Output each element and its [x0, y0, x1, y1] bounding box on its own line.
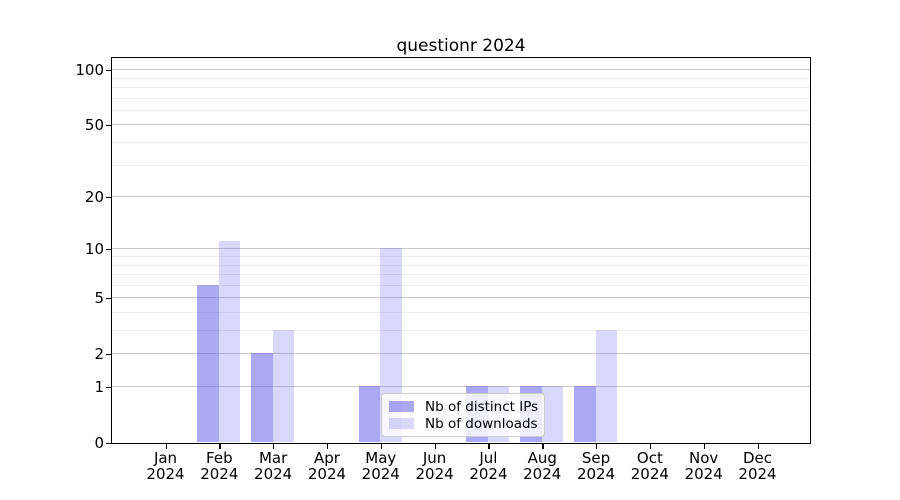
gridline-minor	[112, 330, 810, 331]
x-tick-mark	[219, 443, 221, 449]
gridline-minor	[112, 164, 810, 166]
legend: Nb of distinct IPs Nb of downloads	[381, 393, 545, 437]
y-tick-mark	[106, 124, 111, 127]
gridline-major	[112, 196, 810, 198]
bar-downloads	[541, 386, 564, 442]
legend-label-downloads: Nb of downloads	[425, 415, 538, 432]
x-tick-label: Oct 2024	[630, 448, 669, 483]
gridline-major	[112, 353, 810, 355]
x-tick-mark	[596, 443, 598, 449]
bar-distinct-ips	[251, 353, 273, 442]
x-tick-label: Jul 2024	[469, 448, 508, 483]
gridline-major	[112, 386, 810, 387]
y-tick-mark	[106, 442, 111, 444]
gridline-minor	[112, 264, 810, 266]
x-tick-label: May 2024	[361, 448, 400, 483]
gridline-major	[112, 124, 810, 126]
gridline-minor	[112, 255, 810, 257]
x-tick-label: Mar 2024	[254, 448, 293, 483]
gridline-minor	[112, 109, 810, 111]
gridline-minor	[112, 77, 810, 79]
x-tick-mark	[488, 443, 490, 449]
legend-label-distinct-ips: Nb of distinct IPs	[425, 398, 539, 415]
x-tick-mark	[380, 443, 383, 449]
x-tick-mark	[326, 443, 329, 449]
x-tick-label: Feb 2024	[200, 448, 239, 483]
gridline-minor	[112, 284, 810, 286]
y-tick-label: 20	[84, 187, 104, 206]
y-tick-mark	[106, 248, 111, 251]
y-tick-label: 5	[94, 288, 104, 307]
x-tick-mark	[542, 443, 544, 449]
x-tick-mark	[434, 443, 436, 449]
y-tick-mark	[106, 353, 111, 356]
gridline-minor	[112, 142, 810, 143]
bar-downloads	[218, 241, 241, 442]
x-tick-mark	[165, 443, 167, 449]
x-tick-label: Aug 2024	[523, 448, 562, 483]
y-tick-mark	[106, 386, 111, 388]
legend-swatch-distinct-ips	[389, 401, 414, 412]
y-tick-label: 50	[84, 115, 104, 134]
gridline-major	[112, 248, 810, 250]
bar-distinct-ips	[197, 284, 219, 442]
x-tick-label: Jan 2024	[146, 448, 185, 483]
bar-distinct-ips	[574, 386, 596, 442]
x-tick-label: Apr 2024	[307, 448, 347, 483]
y-tick-mark	[106, 69, 111, 71]
y-tick-mark	[106, 297, 111, 300]
x-tick-label: Sep 2024	[576, 448, 616, 483]
gridline-minor	[112, 87, 810, 88]
x-tick-label: Dec 2024	[738, 448, 777, 483]
gridline-major	[112, 297, 810, 299]
x-tick-mark	[757, 443, 759, 449]
y-tick-label: 100	[75, 60, 104, 79]
y-tick-mark	[106, 196, 111, 198]
legend-item-distinct-ips: Nb of distinct IPs	[389, 398, 539, 415]
x-tick-mark	[273, 443, 275, 449]
gridline-minor	[112, 274, 810, 276]
y-tick-label: 2	[94, 344, 104, 363]
gridline-minor	[112, 97, 810, 99]
gridline-minor	[112, 311, 810, 313]
x-tick-label: Nov 2024	[684, 448, 723, 483]
y-tick-label: 0	[94, 433, 104, 452]
legend-swatch-downloads	[389, 418, 414, 429]
chart-title: questionr 2024	[396, 36, 526, 56]
plot-area	[111, 57, 811, 444]
bar-downloads	[595, 330, 618, 442]
y-tick-label: 1	[94, 377, 104, 396]
bar-downloads	[272, 330, 295, 442]
x-tick-mark	[649, 443, 652, 449]
y-tick-label: 10	[84, 239, 104, 258]
bar-distinct-ips	[358, 386, 381, 442]
legend-item-downloads: Nb of downloads	[389, 415, 538, 432]
gridline-major	[112, 69, 810, 71]
x-tick-label: Jun 2024	[415, 448, 454, 483]
x-tick-mark	[703, 443, 705, 449]
